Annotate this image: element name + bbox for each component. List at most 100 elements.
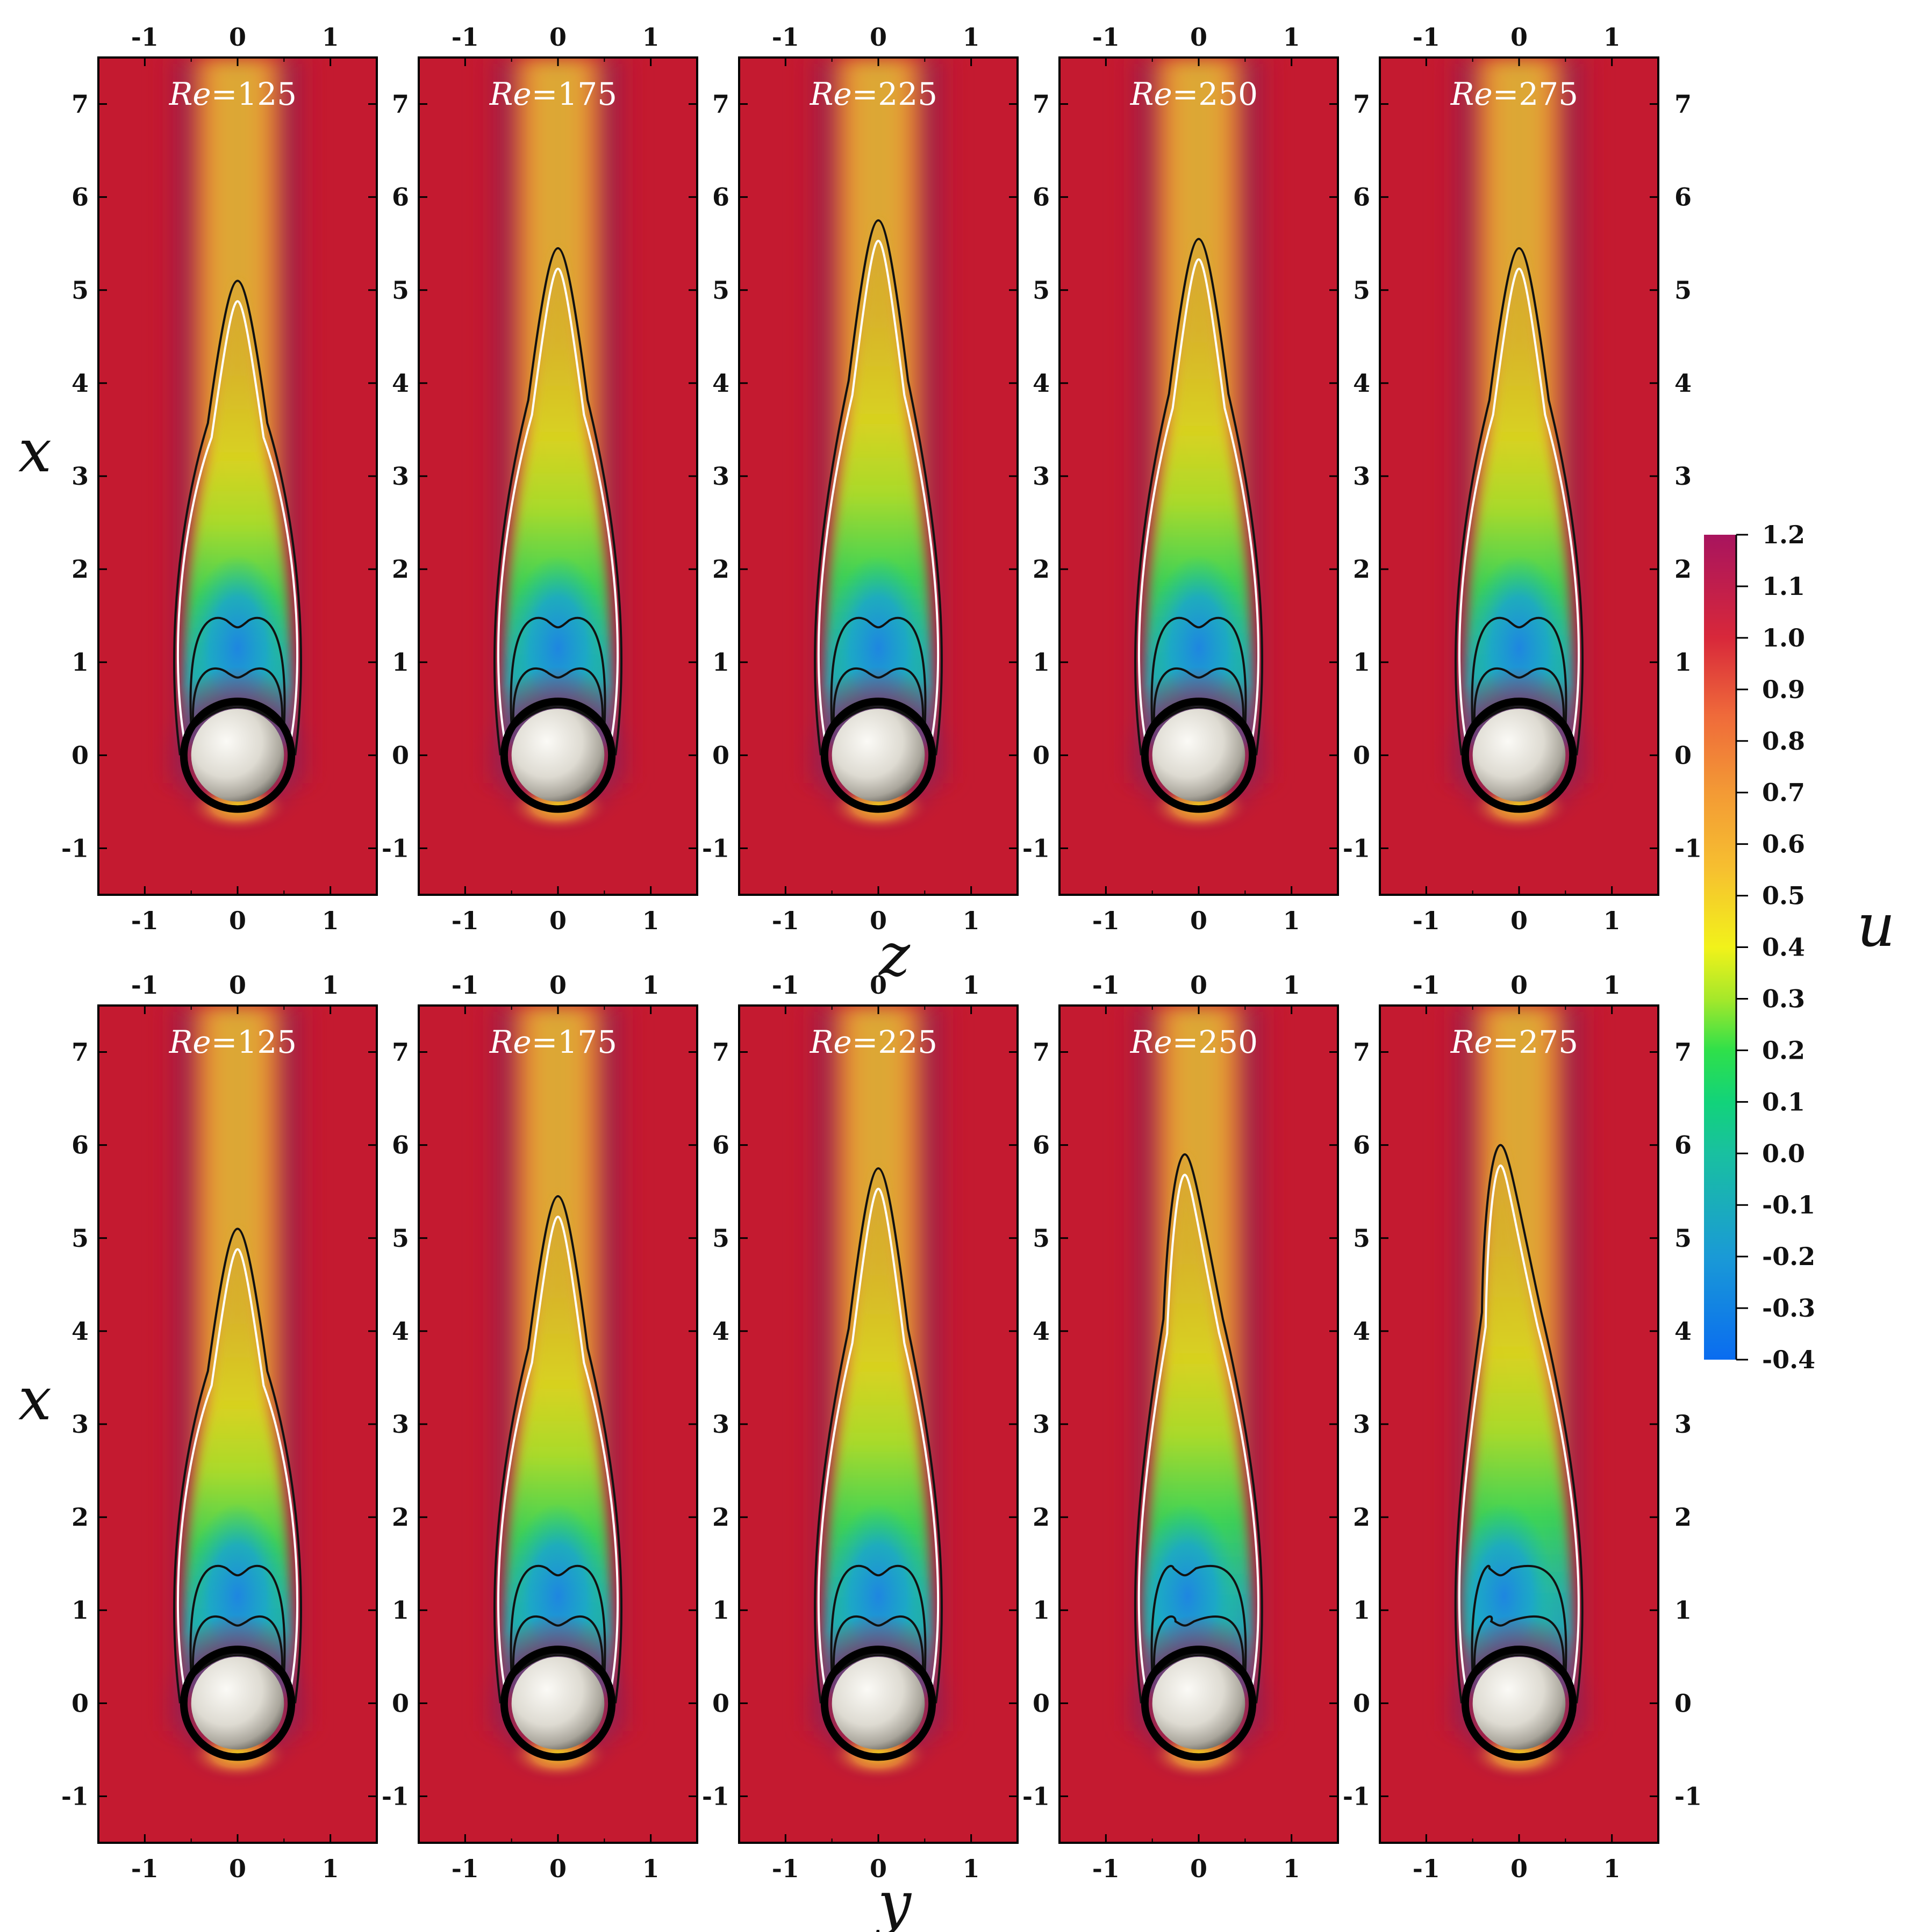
xtick-top-label: -1 [131, 971, 159, 1000]
ytick-label: 0 [71, 741, 89, 770]
xtick-bottom-label: -1 [131, 1854, 159, 1883]
ytick-label: 5 [712, 276, 729, 305]
ytick-label: 3 [712, 462, 729, 491]
xtick-top-label: -1 [452, 971, 479, 1000]
ytick-label: -1 [1022, 834, 1050, 863]
ytick-label: 6 [1033, 183, 1050, 212]
xtick-bottom-label: 0 [1510, 906, 1528, 935]
contour-zero-velocity [497, 267, 619, 737]
ytick-label: -1 [1343, 1782, 1370, 1811]
contour-inner [833, 1615, 924, 1671]
ytick-right-label: 5 [1674, 276, 1692, 305]
ytick-label: 1 [71, 648, 89, 677]
sphere-rim [820, 698, 936, 813]
panel-r1-re250: Re=250 -1 -1 0 0 1 1 -1 0 1 2 3 4 5 6 7 [1022, 23, 1339, 935]
panel-field [1380, 58, 1658, 895]
contour-zero-velocity [817, 240, 940, 737]
re-label: Re=225 [810, 76, 937, 112]
ytick-label: 2 [1353, 555, 1370, 584]
panel-field [739, 1005, 1018, 1843]
xtick-top-label: 0 [549, 971, 567, 1000]
contour-zero-velocity [177, 300, 298, 737]
xtick-bottom-label: 0 [1190, 906, 1207, 935]
xtick-bottom-label: 1 [642, 1854, 660, 1883]
panel-r1-re225: Re=225 -1 -1 0 0 1 1 -1 0 1 2 3 4 5 6 7 [702, 23, 1019, 935]
ytick-label: 4 [392, 369, 409, 398]
ytick-label: 4 [1353, 1317, 1370, 1346]
xtick-bottom-label: -1 [1092, 906, 1120, 935]
xtick-top-label: 1 [642, 23, 660, 52]
ytick-right-label: 2 [1674, 555, 1692, 584]
xtick-top-label: 0 [229, 971, 246, 1000]
xtick-bottom-label: -1 [1092, 1854, 1120, 1883]
colorbar-tick-label: 1.2 [1762, 520, 1805, 549]
ytick-label: 0 [392, 741, 409, 770]
re-label: Re=175 [489, 1024, 617, 1060]
xtick-top-label: 1 [963, 23, 980, 52]
colorbar-tick-label: 0.9 [1762, 675, 1805, 704]
colorbar-tick-label: -0.2 [1762, 1242, 1815, 1271]
contour-outer [814, 219, 943, 756]
xtick-bottom-label: -1 [131, 906, 159, 935]
contour-outer [1134, 1153, 1263, 1704]
ytick-label: 3 [1033, 1410, 1050, 1439]
xtick-bottom-label: 0 [870, 1854, 887, 1883]
contour-inner [1473, 1615, 1565, 1671]
colorbar-tick-label: 0.5 [1762, 881, 1805, 910]
xtick-bottom-label: 0 [229, 1854, 246, 1883]
ytick-label: 3 [712, 1410, 729, 1439]
ytick-label: 2 [1353, 1503, 1370, 1532]
colorbar-tick-label: 0.6 [1762, 830, 1805, 859]
sphere [1472, 1657, 1566, 1750]
ytick-right-label: -1 [1674, 1782, 1702, 1811]
ytick-label: 1 [712, 648, 729, 677]
ytick-label: 0 [712, 1689, 729, 1718]
panel-field [419, 1005, 697, 1843]
xlabel-row1: z [878, 921, 911, 989]
contour-inner [192, 1615, 283, 1671]
xtick-top-label: -1 [1092, 971, 1120, 1000]
panel-r1-re125: Re=125 -1 -1 0 0 1 1 -1 0 1 2 3 4 5 6 7 [61, 23, 378, 935]
contour-bubble [510, 1564, 606, 1676]
contour-bubble [1150, 616, 1247, 728]
ytick-label: 5 [712, 1224, 729, 1253]
ylabel-row1: x [18, 416, 52, 485]
colorbar: 1.2 1.1 1.0 0.9 0.8 0.7 0.6 0.5 0.4 0.3 0.2 0.1 0.0 -… [1704, 520, 1895, 1374]
colorbar-tick-label: 0.2 [1762, 1036, 1805, 1065]
contour-zero-velocity [1137, 1174, 1259, 1685]
xtick-top-label: 0 [1510, 971, 1528, 1000]
ytick-label: -1 [702, 1782, 729, 1811]
panel-field [1380, 1005, 1658, 1843]
ytick-label: 5 [1353, 1224, 1370, 1253]
ytick-label: 0 [1033, 1689, 1050, 1718]
colorbar-tick-label: 1.0 [1762, 623, 1805, 652]
ytick-right-label: 3 [1674, 462, 1692, 491]
ytick-label: 7 [1353, 90, 1370, 119]
panels-group: Re=125 -1 -1 0 0 1 1 -1 0 1 2 3 4 5 6 7 Re=175 -1 -1 0 0 1 1 -1… [61, 23, 1702, 1883]
contour-outer [1134, 238, 1263, 756]
ytick-label: -1 [1343, 834, 1370, 863]
xtick-bottom-label: -1 [452, 906, 479, 935]
contour-outer [173, 1227, 302, 1704]
sphere [191, 1657, 284, 1750]
colorbar-label: u [1857, 891, 1895, 960]
contour-inner [192, 667, 283, 723]
ytick-label: -1 [382, 1782, 409, 1811]
xtick-bottom-label: 1 [963, 1854, 980, 1883]
xtick-bottom-label: 1 [1603, 1854, 1621, 1883]
colorbar-tick-label: 0.1 [1762, 1087, 1805, 1116]
panel-r2-re225: Re=225 -1 -1 0 0 1 1 -1 0 1 2 3 4 5 6 7 [702, 971, 1019, 1883]
ytick-label: 2 [71, 555, 89, 584]
xtick-top-label: 1 [1603, 23, 1621, 52]
re-label: Re=275 [1450, 1024, 1578, 1060]
panel-field [1059, 58, 1338, 895]
ytick-label: 0 [1033, 741, 1050, 770]
xtick-top-label: -1 [1413, 23, 1440, 52]
ylabel-row2: x [18, 1364, 52, 1433]
contour-zero-velocity [177, 1248, 298, 1685]
xtick-bottom-label: 0 [229, 906, 246, 935]
ytick-label: 7 [712, 90, 729, 119]
ytick-label: 4 [1033, 1317, 1050, 1346]
contour-outer [1455, 247, 1584, 756]
